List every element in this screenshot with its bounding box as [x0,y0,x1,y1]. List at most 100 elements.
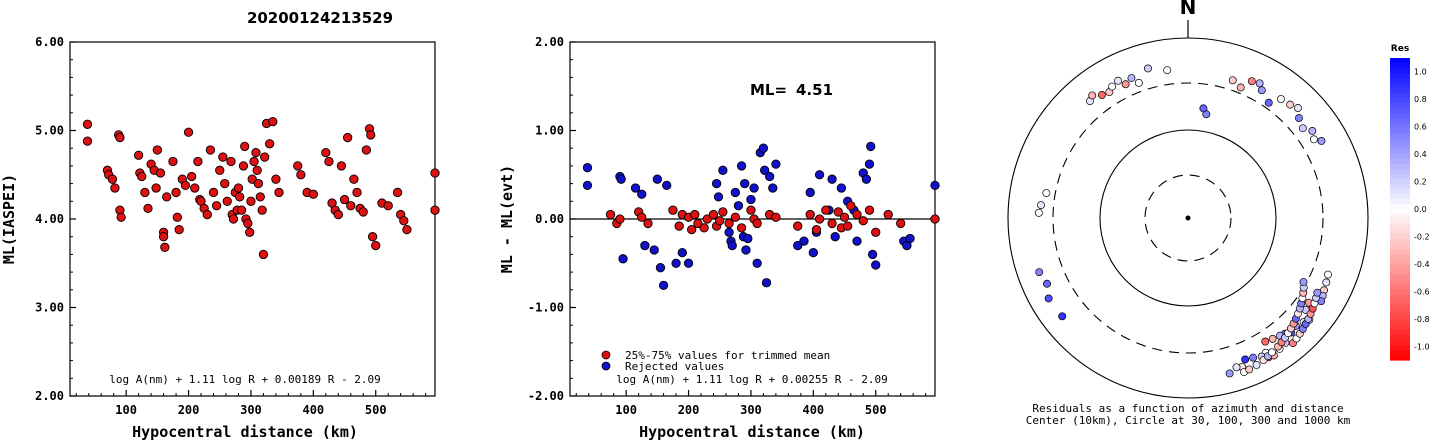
y-tick-label: 1.00 [535,124,564,138]
magnitude-point [402,224,412,235]
y-tick-label: 0.00 [535,212,564,226]
magnitude-point [383,201,393,211]
magnitude-point [202,209,212,220]
station-residual-point [1042,189,1051,197]
magnitude-point [162,192,172,202]
x-tick-label: 100 [115,403,137,417]
colorbar-segment [1390,249,1410,255]
magnitude-point [352,187,362,198]
colorbar-segment [1390,198,1410,205]
magnitude-point [255,192,265,202]
colorbar-segment [1390,133,1410,140]
station-residual-point [1264,98,1273,107]
rejected-point [671,258,681,268]
station-residual-point [1044,294,1053,303]
station-residual-point [1255,79,1264,88]
magnitude-point [253,178,264,189]
trimmed-point [668,205,678,215]
ring-30km [1144,174,1232,262]
station-residual-point [1232,363,1241,372]
magnitude-point [358,207,368,217]
ring-1000km [1007,37,1369,399]
rejected-point [866,141,876,152]
azimuth-plot: N Residuals as a function of azimuth and… [1007,0,1430,427]
colorbar-segment [1390,193,1410,200]
x-tick-label: 200 [178,403,200,417]
colorbar-segment [1390,349,1410,356]
rejected-point [741,245,751,255]
magnitude-point [245,227,255,237]
colorbar-segment [1390,324,1410,331]
magnitude-point [268,117,278,127]
colorbar-segment [1390,168,1410,175]
magnitude-point [236,205,247,215]
rejected-point [930,180,940,191]
rejected-point [582,163,593,173]
magnitude-point [333,209,343,220]
magnitude-point [246,196,256,206]
colorbar-segment [1390,244,1410,250]
colorbar-segment [1390,78,1410,84]
azimuth-plot-points [1034,64,1332,378]
rejected-point [740,178,750,189]
magnitude-point [249,156,259,167]
residual-plot-points [582,141,940,291]
magnitude-point [115,132,125,143]
trimmed-point [699,223,709,233]
magnitude-x-axis-label: Hypocentral distance (km) [132,423,358,441]
rejected-point [793,240,803,251]
colorbar-segment [1390,118,1410,125]
colorbar-segment [1390,284,1410,291]
colorbar-segment [1390,83,1410,89]
colorbar-segment [1390,88,1410,94]
magnitude-point [228,214,239,224]
magnitude-point [168,156,178,167]
rejected-point [765,171,775,182]
magnitude-point [251,147,261,158]
rejected-point [640,240,650,251]
colorbar-segment [1390,224,1410,230]
y-tick-label: 4.00 [35,212,64,226]
center-marker [1185,215,1191,221]
station-residual-point [1299,278,1308,286]
magnitude-plot-y-ticks: 2.00 3.00 4.00 5.00 6.00 [35,35,76,403]
magnitude-point [349,174,359,184]
magnitude-point [274,187,284,198]
x-tick-label: 500 [865,403,887,417]
magnitude-point [193,156,203,167]
x-tick-label: 500 [365,403,387,417]
rejected-point [662,180,672,191]
rejected-point [630,183,641,193]
station-residual-point [1037,201,1045,210]
y-tick-label: 5.00 [35,124,64,138]
magnitude-point [399,216,409,226]
station-residual-point [1277,95,1285,103]
rejected-point [724,227,734,237]
colorbar-tick-label: 1.0 [1414,68,1427,77]
colorbar-segment [1390,158,1410,165]
y-tick-label: 2.00 [35,389,64,403]
residual-plot: -2.00 -1.00 0.00 1.00 2.00 100 200 300 400 500 M… [498,35,940,441]
trimmed-point [605,209,616,220]
colorbar-segment [1390,299,1410,306]
rejected-point [867,249,878,260]
x-tick-label: 200 [678,403,700,417]
magnitude-point [174,224,184,235]
magnitude-point [226,156,236,167]
colorbar-segment [1390,344,1410,351]
magnitude-point [321,147,331,158]
magnitude-point [152,145,163,155]
colorbar-segment [1390,173,1410,180]
colorbar [1390,58,1410,361]
rejected-point [711,178,722,189]
rejected-point [830,232,840,242]
trimmed-point [736,223,747,233]
colorbar-segment [1390,148,1410,155]
station-residual-point [1058,312,1067,321]
rejected-point [852,236,862,246]
station-residual-point [1298,124,1307,133]
colorbar-tick-label: -1.0 [1414,342,1430,351]
x-tick-label: 400 [802,403,824,417]
station-residual-point [1261,337,1270,346]
